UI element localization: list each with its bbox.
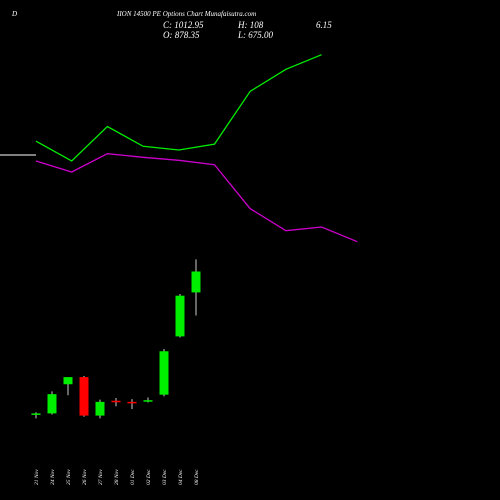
x-tick-label: 26 Nov: [82, 469, 88, 485]
x-tick-label: 28 Nov: [114, 469, 120, 485]
candle: [159, 349, 169, 397]
candle: [191, 259, 201, 316]
x-tick-label: 04 Dec: [177, 469, 184, 485]
chart-title: IION 14500 PE Options Chart Munafaisutra…: [117, 10, 257, 18]
candle-body: [63, 377, 73, 385]
candle-body: [191, 271, 201, 293]
candle-body: [175, 295, 185, 337]
open-value: O: 878.35: [163, 30, 200, 40]
low-value: L: 675.00: [238, 30, 274, 40]
candle: [127, 399, 137, 409]
candle: [143, 397, 153, 403]
x-tick-label: 27 Nov: [98, 469, 104, 485]
chart-symbol: D: [12, 10, 18, 18]
candle-body: [159, 351, 169, 395]
candle: [175, 294, 185, 338]
indicator-lines: [35, 54, 358, 243]
candle: [95, 399, 105, 419]
candle-body: [111, 400, 121, 403]
candle-body: [47, 394, 57, 414]
series-line-0: [35, 54, 322, 162]
series-line-1: [35, 153, 358, 243]
x-tick-label: 24 Nov: [49, 469, 56, 485]
candle: [47, 391, 57, 415]
candle-body: [143, 400, 153, 402]
candle: [63, 377, 73, 396]
change-value: 6.15: [316, 20, 332, 30]
high-value: H: 108: [238, 20, 264, 30]
candle-body: [31, 413, 41, 415]
x-tick-label: 25 Nov: [66, 469, 72, 485]
candle-body: [95, 401, 105, 416]
x-tick-label: 03 Dec: [162, 469, 168, 485]
candle: [79, 376, 89, 417]
x-tick-label: 21 Nov: [34, 469, 40, 485]
x-axis-ticks: 21 Nov 24 Nov 25 Nov 26 Nov 27 Nov 28 Nov 01 D…: [34, 469, 200, 485]
x-tick-label: 01 Dec: [130, 469, 136, 485]
candle-body: [79, 377, 89, 416]
candle: [111, 398, 121, 407]
candle: [31, 412, 41, 419]
x-tick-label: 02 Dec: [146, 469, 152, 485]
candle-body: [127, 401, 137, 404]
candlesticks: [31, 259, 201, 419]
close-value: C: 1012.95: [163, 20, 204, 30]
x-tick-label: 08 Dec: [194, 469, 200, 485]
